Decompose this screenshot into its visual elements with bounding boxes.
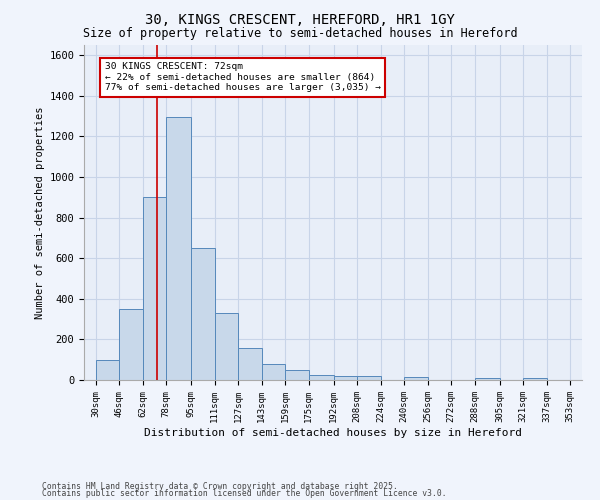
Bar [358, 376, 380, 380]
Bar [96, 360, 119, 380]
Text: Contains HM Land Registry data © Crown copyright and database right 2025.: Contains HM Land Registry data © Crown c… [42, 482, 398, 491]
Text: 30 KINGS CRESCENT: 72sqm
← 22% of semi-detached houses are smaller (864)
77% of : 30 KINGS CRESCENT: 72sqm ← 22% of semi-d… [104, 62, 380, 92]
X-axis label: Distribution of semi-detached houses by size in Hereford: Distribution of semi-detached houses by … [144, 428, 522, 438]
Bar [238, 348, 262, 380]
Bar [119, 309, 143, 380]
Bar [404, 377, 428, 380]
Y-axis label: Number of semi-detached properties: Number of semi-detached properties [35, 106, 45, 319]
Bar [215, 313, 238, 380]
Bar [523, 378, 547, 380]
Bar [262, 364, 285, 380]
Bar [475, 378, 500, 380]
Bar [286, 370, 308, 380]
Text: 30, KINGS CRESCENT, HEREFORD, HR1 1GY: 30, KINGS CRESCENT, HEREFORD, HR1 1GY [145, 12, 455, 26]
Bar [309, 375, 334, 380]
Text: Contains public sector information licensed under the Open Government Licence v3: Contains public sector information licen… [42, 490, 446, 498]
Bar [334, 376, 357, 380]
Bar [166, 117, 191, 380]
Bar [191, 248, 215, 380]
Bar [143, 198, 166, 380]
Text: Size of property relative to semi-detached houses in Hereford: Size of property relative to semi-detach… [83, 28, 517, 40]
